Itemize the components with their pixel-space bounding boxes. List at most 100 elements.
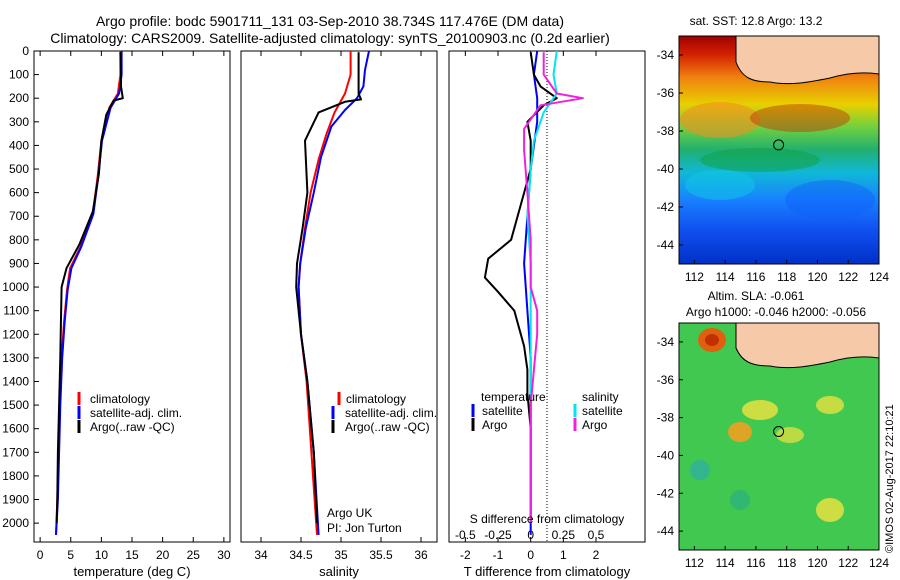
difference-legend: temperature satellite Argo salinity sate… xyxy=(471,390,623,432)
y-tick-label: 1200 xyxy=(2,327,29,341)
legend-climatology-label: climatology xyxy=(346,392,406,406)
temperature-x-axis: 0 5 10 15 20 25 30 xyxy=(37,51,231,562)
salinity-series xyxy=(295,50,370,535)
land-australia xyxy=(735,36,879,85)
salinity-x-axis: 34 34.5 35 35.5 36 xyxy=(254,51,428,562)
map-y-tick-label: -40 xyxy=(657,448,675,462)
y-tick-label: 700 xyxy=(9,209,29,223)
sla-map-title: Altim. SLA: -0.061 xyxy=(708,289,805,303)
y-tick-label: 1800 xyxy=(2,469,29,483)
x-tick-label: -1 xyxy=(493,548,504,562)
legend-satellite-label: satellite-adj. clim. xyxy=(345,406,437,420)
imos-timestamp: ©IMOS 02-Aug-2017 22:10:21 xyxy=(884,404,896,553)
difference-x-axis: -2 -1 0 1 2 -0.5 -0.25 0 0.25 0.5 xyxy=(455,51,605,562)
legend-t-argo-label: Argo xyxy=(482,418,508,432)
y-tick-label: 1500 xyxy=(2,398,29,412)
map-y-tick-label: -38 xyxy=(657,411,675,425)
temperature-xlabel: temperature (deg C) xyxy=(73,564,190,579)
y-tick-label: 1600 xyxy=(2,422,29,436)
legend-salinity-title: salinity xyxy=(582,390,619,404)
map-x-tick-label: 124 xyxy=(869,556,889,570)
map-x-tick-label: 118 xyxy=(777,556,796,570)
y-tick-label: 200 xyxy=(9,91,29,105)
y-tick-label: 500 xyxy=(9,162,29,176)
map-y-tick-label: -34 xyxy=(657,48,675,62)
temperature-plot-frame xyxy=(33,50,231,543)
y-tick-label: 1000 xyxy=(2,280,29,294)
sla-map: Altim. SLA: -0.061 Argo h1000: -0.046 h2… xyxy=(657,289,890,570)
legend-s-satellite-label: satellite xyxy=(582,404,623,418)
map-x-tick-label: 112 xyxy=(685,270,704,284)
salinity-xlabel: salinity xyxy=(319,564,359,579)
map-y-tick-label: -36 xyxy=(657,373,675,387)
x-tick-label: 15 xyxy=(125,548,139,562)
legend-climatology-label: climatology xyxy=(90,392,150,406)
series-line-s-satellite xyxy=(526,50,558,524)
y-tick-label: 900 xyxy=(9,256,29,270)
land-australia xyxy=(735,323,879,369)
series-line-climatology xyxy=(55,51,122,535)
sla-map-subtitle: Argo h1000: -0.046 h2000: -0.056 xyxy=(686,305,866,319)
difference-panel: -2 -1 0 1 2 -0.5 -0.25 0 0.25 0.5 T difference fr… xyxy=(448,50,646,579)
map-y-tick-label: -40 xyxy=(657,162,675,176)
map-x-tick-label: 122 xyxy=(838,556,858,570)
x-tick-label: 20 xyxy=(156,548,170,562)
temperature-panel: 0100200300400500600700800900100011001200… xyxy=(2,44,231,579)
y-tick-label: 300 xyxy=(9,115,29,129)
x-tick-label: 35.5 xyxy=(369,548,393,562)
s-diff-tick-label: 0.5 xyxy=(588,528,605,542)
map-y-tick-label: -36 xyxy=(657,86,675,100)
sst-map-frame xyxy=(678,35,880,265)
y-tick-label: 1700 xyxy=(2,445,29,459)
y-tick-label: 400 xyxy=(9,138,29,152)
s-diff-tick-label: -0.25 xyxy=(484,528,512,542)
s-diff-tick-label: 0 xyxy=(527,528,534,542)
x-tick-label: -2 xyxy=(460,548,471,562)
series-line-t-argo xyxy=(483,52,558,524)
map-x-tick-label: 114 xyxy=(716,270,735,284)
s-diff-tick-label: 0.25 xyxy=(552,528,576,542)
sst-map: sat. SST: 12.8 Argo: 13.2 112 114 116 118 12… xyxy=(657,14,890,284)
x-tick-label: 34.5 xyxy=(289,548,313,562)
legend-argo-label: Argo(..raw -QC) xyxy=(90,420,175,434)
map-y-tick-label: -44 xyxy=(657,524,675,538)
map-x-tick-label: 116 xyxy=(746,270,765,284)
legend-temperature-title: temperature xyxy=(481,390,546,404)
series-line-argo-raw-qc xyxy=(295,52,362,524)
map-y-tick-label: -38 xyxy=(657,124,675,138)
t-diff-xlabel: T difference from climatology xyxy=(464,564,631,579)
argo-position-marker xyxy=(773,139,785,151)
map-x-tick-label: 120 xyxy=(807,556,827,570)
x-tick-label: 5 xyxy=(67,548,74,562)
difference-series xyxy=(483,50,584,535)
y-tick-label: 800 xyxy=(9,233,29,247)
map-x-tick-label: 122 xyxy=(838,270,858,284)
temperature-legend: climatology satellite-adj. clim. Argo(..… xyxy=(77,392,182,434)
x-tick-label: 25 xyxy=(187,548,201,562)
salinity-legend: climatology satellite-adj. clim. Argo(..… xyxy=(331,392,437,434)
y-tick-label: 1100 xyxy=(3,304,29,318)
salinity-panel: 34 34.5 35 35.5 36 salinity climatology sate… xyxy=(240,50,438,579)
y-tick-label: 2000 xyxy=(2,516,29,530)
map-y-tick-label: -44 xyxy=(657,238,675,252)
y-tick-label: 600 xyxy=(9,186,29,200)
series-line-argo-raw-qc xyxy=(55,52,124,524)
sst-map-title: sat. SST: 12.8 Argo: 13.2 xyxy=(690,14,823,28)
depth-axis: 0 100 200 300 400 500 600 700 800 900 1000 1100 1200… xyxy=(2,44,39,530)
s-diff-xlabel: S difference from climatology xyxy=(470,512,625,526)
x-tick-label: 36 xyxy=(414,548,428,562)
map-x-tick-label: 124 xyxy=(869,270,889,284)
legend-s-argo-label: Argo xyxy=(582,418,608,432)
salinity-plot-frame xyxy=(240,50,438,543)
pi-annotation: PI: Jon Turton xyxy=(327,521,402,535)
y-tick-label: 100 xyxy=(9,68,29,82)
x-tick-label: 10 xyxy=(95,548,109,562)
x-tick-label: 34 xyxy=(254,548,268,562)
y-tick-label: 1300 xyxy=(2,351,29,365)
series-line-satellite-adj-clim xyxy=(297,50,370,535)
header-line2: Climatology: CARS2009. Satellite-adjuste… xyxy=(50,30,610,46)
map-x-tick-label: 118 xyxy=(777,270,796,284)
y-tick-label: 1400 xyxy=(2,374,29,388)
x-tick-label: 0 xyxy=(527,548,534,562)
